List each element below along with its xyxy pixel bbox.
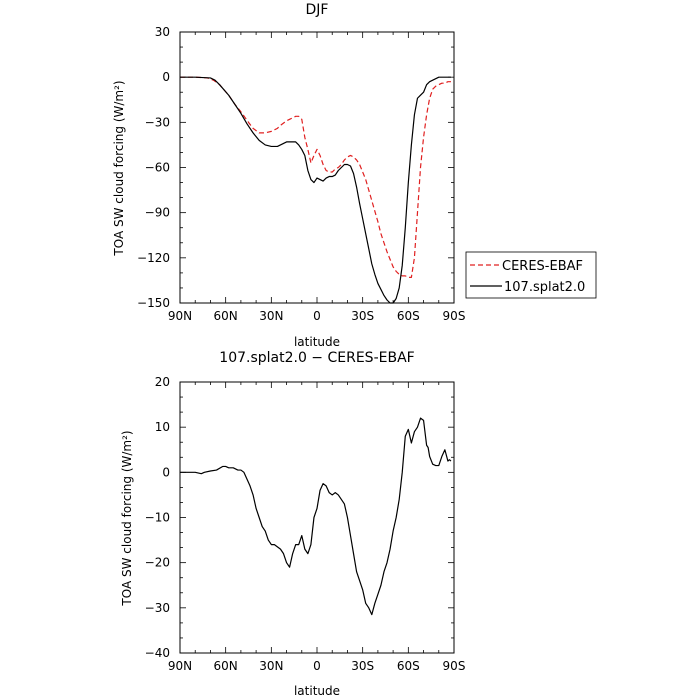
top-chart-x-axis-label: latitude [294, 335, 340, 349]
top-x-tick-label: 60N [214, 309, 238, 323]
top-y-tick-label: 30 [155, 25, 170, 39]
top-y-tick-label: −120 [137, 251, 170, 265]
legend-item-107-splat2: 107.splat2.0 [470, 280, 585, 295]
bottom-y-tick-label: 20 [155, 375, 170, 389]
top-series-line-ceres-ebaf [180, 76, 451, 279]
bottom-y-tick-label: 10 [155, 420, 170, 434]
top-y-tick-label: −150 [137, 296, 170, 310]
top-x-tick-label: 90N [168, 309, 192, 323]
top-chart: DJF TOA SW cloud forcing (W/m²) latitude… [112, 2, 465, 349]
bottom-y-tick-label: −10 [145, 511, 170, 525]
top-x-tick-label: 90S [443, 309, 466, 323]
bottom-x-tick-label: 30N [259, 659, 283, 673]
legend-item-ceres-ebaf: CERES-EBAF [470, 259, 583, 274]
top-x-tick-label: 0 [313, 309, 321, 323]
bottom-chart-plot-area [180, 417, 452, 616]
legend-label-107-splat2: 107.splat2.0 [504, 280, 585, 295]
bottom-x-tick-label: 90S [443, 659, 466, 673]
bottom-y-tick-label: −20 [145, 556, 170, 570]
bottom-y-tick-label: −40 [145, 646, 170, 660]
top-chart-plot-area [180, 76, 451, 304]
top-series-line-107-splat2-0 [180, 76, 451, 304]
top-y-tick-label: 0 [162, 70, 170, 84]
top-chart-title: DJF [306, 2, 329, 18]
top-y-tick-label: −30 [145, 115, 170, 129]
bottom-y-tick-label: 0 [162, 465, 170, 479]
bottom-x-tick-label: 60S [397, 659, 420, 673]
bottom-x-tick-label: 60N [214, 659, 238, 673]
top-y-tick-label: −90 [145, 206, 170, 220]
top-chart-ticks: 90N 60N 30N 0 30S 60S 90S 30 0 −30 −60 −90 −120 −150 [137, 25, 465, 323]
top-x-tick-label: 30S [351, 309, 374, 323]
bottom-chart-x-axis-label: latitude [294, 684, 340, 698]
legend-box [465, 251, 597, 299]
bottom-chart: 107.splat2.0 − CERES-EBAF TOA SW cloud f… [120, 350, 465, 698]
top-x-tick-label: 60S [397, 309, 420, 323]
legend: CERES-EBAF 107.splat2.0 [465, 251, 597, 299]
bottom-x-tick-label: 90N [168, 659, 192, 673]
top-y-tick-label: −60 [145, 161, 170, 175]
bottom-x-tick-label: 0 [313, 659, 321, 673]
bottom-chart-title: 107.splat2.0 − CERES-EBAF [219, 350, 414, 366]
bottom-series-line-difference [180, 417, 452, 616]
bottom-y-tick-label: −30 [145, 601, 170, 615]
top-chart-y-axis-label: TOA SW cloud forcing (W/m²) [112, 80, 126, 256]
bottom-chart-ticks: 90N 60N 30N 0 30S 60S 90S 20 10 0 −10 −20 −30 −40 [145, 375, 466, 673]
bottom-x-tick-label: 30S [351, 659, 374, 673]
bottom-chart-y-axis-label: TOA SW cloud forcing (W/m²) [120, 430, 134, 606]
bottom-chart-frame [179, 381, 455, 654]
top-chart-frame [179, 31, 455, 304]
legend-label-ceres-ebaf: CERES-EBAF [502, 259, 583, 274]
top-x-tick-label: 30N [259, 309, 283, 323]
